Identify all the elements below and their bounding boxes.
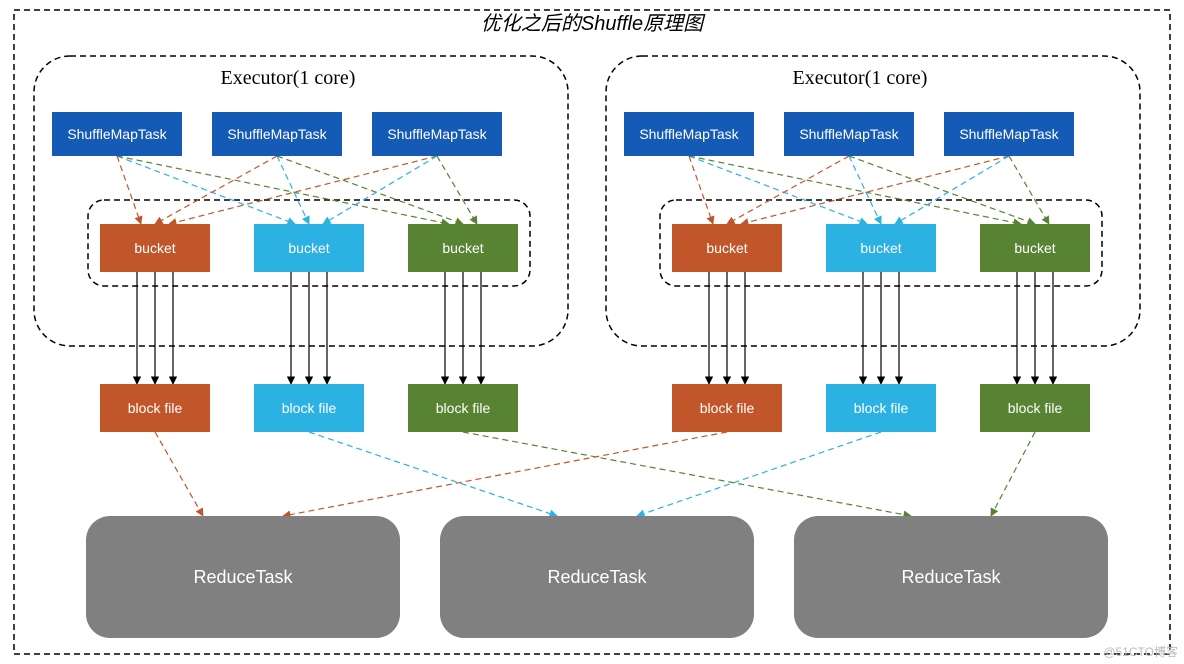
shuffle-map-task-label: ShuffleMapTask [799,126,899,142]
shuffle-map-task-label: ShuffleMapTask [67,126,167,142]
bucket-label: bucket [706,240,747,256]
bucket-label: bucket [1014,240,1055,256]
bucket-label: bucket [134,240,175,256]
block-file-label: block file [128,400,183,416]
bucket-label: bucket [860,240,901,256]
executor-title: Executor(1 core) [221,67,356,89]
block-file-label: block file [436,400,491,416]
watermark: @51CTO博客 [1103,643,1178,660]
shuffle-map-task-label: ShuffleMapTask [959,126,1059,142]
reduce-task-label: ReduceTask [901,567,1001,587]
bucket-label: bucket [288,240,329,256]
shuffle-map-task-label: ShuffleMapTask [639,126,739,142]
block-file-label: block file [854,400,909,416]
shuffle-map-task-label: ShuffleMapTask [387,126,487,142]
reduce-task-label: ReduceTask [547,567,647,587]
block-file-label: block file [1008,400,1063,416]
block-file-label: block file [282,400,337,416]
reduce-task-label: ReduceTask [193,567,293,587]
executor-title: Executor(1 core) [793,67,928,89]
bucket-label: bucket [442,240,483,256]
block-file-label: block file [700,400,755,416]
shuffle-map-task-label: ShuffleMapTask [227,126,327,142]
diagram-title: 优化之后的Shuffle原理图 [481,13,706,35]
